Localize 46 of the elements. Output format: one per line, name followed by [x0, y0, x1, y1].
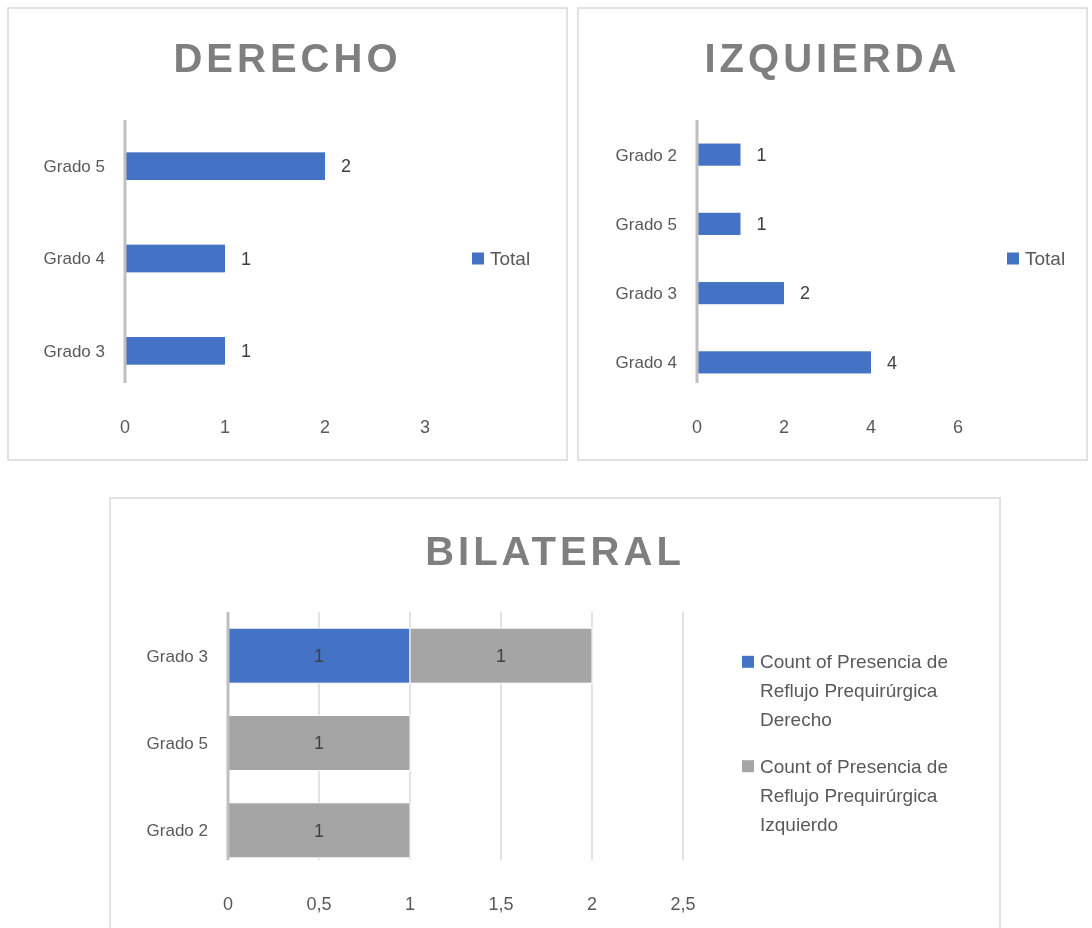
bar: [697, 143, 741, 166]
data-label: 1: [756, 144, 767, 165]
chart-title: IZQUIERDA: [704, 36, 961, 80]
data-label: 1: [495, 645, 507, 666]
legend-label: Count of Presencia de Reflujo Prequirúrgica Izquierdo: [760, 755, 949, 835]
data-label: 1: [313, 733, 325, 754]
y-tick-label: Grado 3: [146, 646, 208, 666]
chart-title: DERECHO: [173, 36, 402, 80]
data-label: 4: [887, 352, 898, 373]
chart-title: BILATERAL: [425, 529, 685, 573]
bar: [697, 282, 784, 305]
x-tick-label: 2: [586, 894, 598, 914]
x-tick-label: 2: [778, 417, 790, 437]
y-tick-label: Grado 3: [615, 284, 677, 304]
data-label: 2: [800, 283, 811, 304]
x-tick-label: 1: [404, 894, 416, 914]
x-tick-label: 2: [319, 417, 331, 437]
x-tick-label: 2,5: [670, 894, 696, 914]
y-tick-label: Grado 2: [615, 145, 677, 165]
data-label: 1: [313, 820, 325, 841]
x-tick-label: 3: [419, 417, 431, 437]
x-tick-label: 0: [691, 417, 703, 437]
x-tick-label: 4: [865, 417, 877, 437]
y-tick-label: Grado 5: [615, 214, 677, 234]
legend-label: Total: [490, 248, 531, 270]
y-tick-label: Grado 2: [146, 821, 208, 841]
y-tick-label: Grado 3: [43, 341, 105, 361]
data-label: 1: [241, 341, 252, 362]
data-label: 1: [241, 248, 252, 269]
legend-label: Count of Presencia de Reflujo Prequirúrgica Derecho: [760, 651, 949, 731]
legend-label: Total: [1025, 248, 1066, 270]
x-tick-label: 0: [222, 894, 234, 914]
x-tick-label: 1: [219, 417, 231, 437]
x-tick-label: 6: [952, 417, 964, 437]
data-label: 1: [313, 645, 325, 666]
x-tick-label: 1,5: [488, 894, 514, 914]
y-tick-label: Grado 4: [43, 249, 105, 269]
bar: [697, 351, 871, 374]
y-tick-label: Grado 5: [43, 157, 105, 177]
x-tick-label: 0,5: [306, 894, 332, 914]
data-label: 1: [756, 214, 767, 235]
bar: [697, 212, 741, 235]
data-label: 2: [341, 156, 352, 177]
y-tick-label: Grado 5: [146, 733, 208, 753]
y-tick-label: Grado 4: [615, 353, 677, 373]
x-tick-label: 0: [119, 417, 131, 437]
